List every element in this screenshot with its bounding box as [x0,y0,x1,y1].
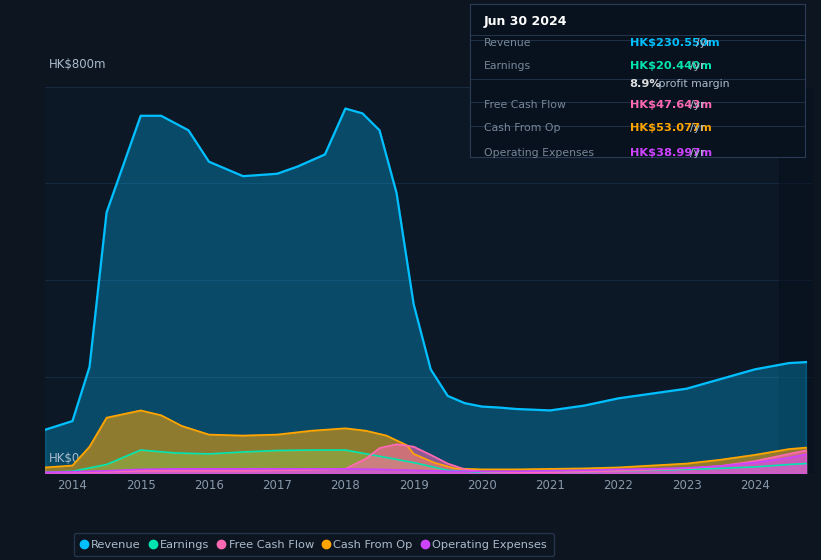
Legend: Revenue, Earnings, Free Cash Flow, Cash From Op, Operating Expenses: Revenue, Earnings, Free Cash Flow, Cash … [74,533,553,557]
Text: Revenue: Revenue [484,38,531,48]
Text: /yr: /yr [695,38,710,48]
Text: Operating Expenses: Operating Expenses [484,148,594,158]
Text: HK$20.440m: HK$20.440m [630,61,712,71]
Text: 8.9%: 8.9% [630,79,661,89]
Text: /yr: /yr [690,100,704,110]
Text: HK$800m: HK$800m [49,58,107,71]
Text: HK$47.643m: HK$47.643m [630,100,712,110]
Bar [778,87,813,473]
Text: Jun 30 2024: Jun 30 2024 [484,15,567,28]
Text: Free Cash Flow: Free Cash Flow [484,100,566,110]
Text: Earnings: Earnings [484,61,531,71]
Text: /yr: /yr [690,148,704,158]
Text: HK$53.077m: HK$53.077m [630,123,711,133]
Text: HK$0: HK$0 [49,452,80,465]
Text: Cash From Op: Cash From Op [484,123,560,133]
Text: profit margin: profit margin [654,79,729,89]
Text: HK$38.997m: HK$38.997m [630,148,712,158]
Text: /yr: /yr [690,123,704,133]
Text: HK$230.550m: HK$230.550m [630,38,719,48]
Text: /yr: /yr [690,61,704,71]
